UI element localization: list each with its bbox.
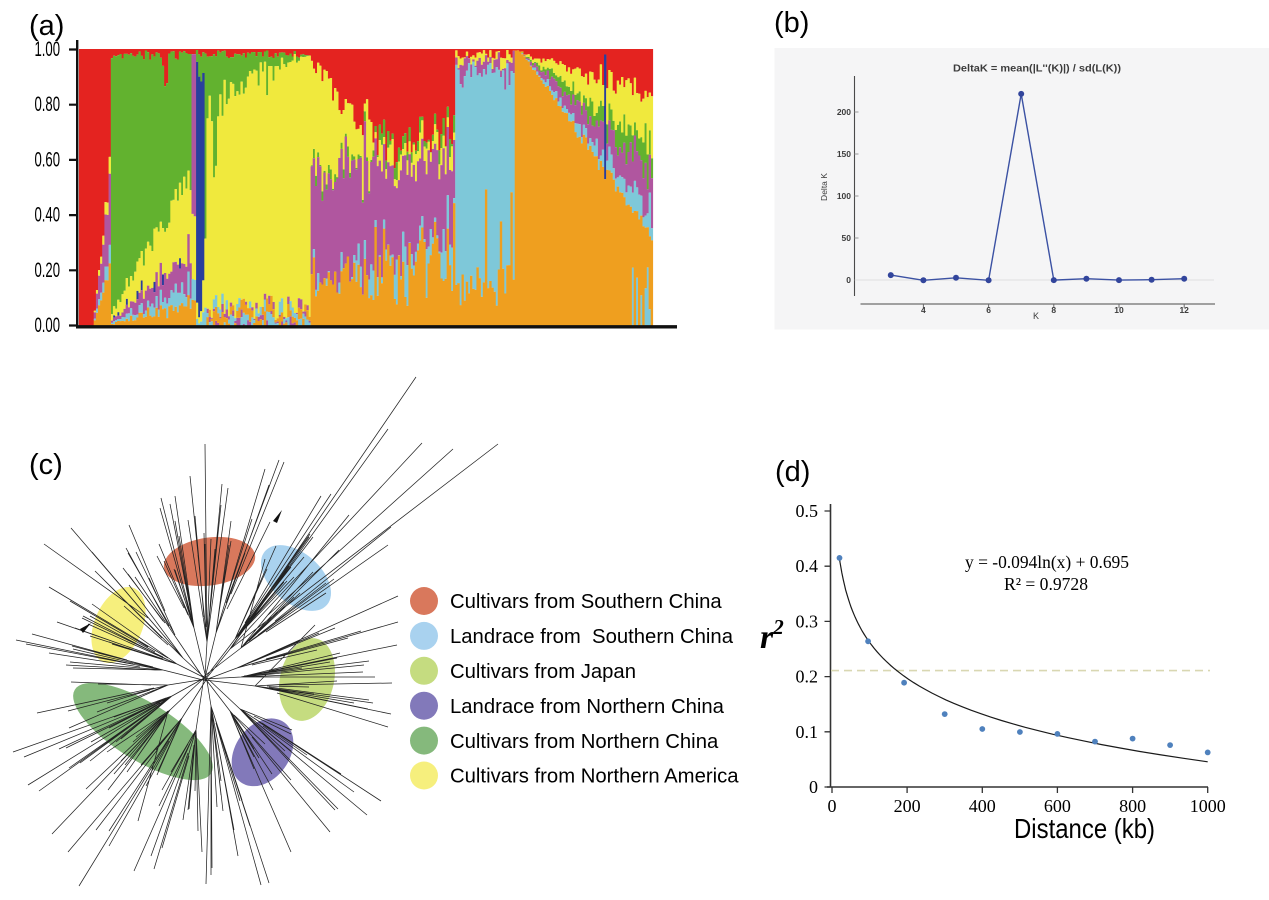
svg-text:12: 12 (1179, 305, 1189, 315)
svg-text:Delta K: Delta K (819, 173, 829, 201)
svg-text:Landrace from Northern China: Landrace from Northern China (450, 696, 725, 718)
svg-text:100: 100 (837, 191, 851, 201)
svg-text:0: 0 (828, 796, 837, 816)
svg-text:y = -0.094ln(x) + 0.695: y = -0.094ln(x) + 0.695 (965, 552, 1129, 573)
svg-text:Distance (kb): Distance (kb) (1014, 813, 1155, 844)
svg-text:200: 200 (894, 796, 921, 816)
svg-text:(c): (c) (29, 449, 63, 481)
svg-text:(b): (b) (774, 7, 809, 39)
svg-text:0: 0 (809, 777, 818, 797)
svg-text:1000: 1000 (1190, 796, 1226, 816)
svg-text:0.2: 0.2 (796, 667, 819, 687)
svg-text:4: 4 (921, 305, 926, 315)
svg-text:0.80: 0.80 (35, 93, 61, 116)
svg-text:400: 400 (969, 796, 996, 816)
svg-text:Landrace from Southern China: Landrace from Southern China (450, 626, 734, 648)
svg-text:Cultivars from Southern China: Cultivars from Southern China (450, 591, 722, 613)
svg-text:6: 6 (986, 305, 991, 315)
svg-text:0.40: 0.40 (35, 204, 61, 227)
svg-text:50: 50 (842, 233, 852, 243)
svg-text:DeltaK = mean(|L''(K)|) / sd(L: DeltaK = mean(|L''(K)|) / sd(L(K)) (953, 64, 1121, 75)
svg-text:0.3: 0.3 (796, 611, 819, 631)
svg-text:(d): (d) (775, 456, 810, 488)
svg-text:0.20: 0.20 (35, 259, 61, 282)
svg-text:200: 200 (837, 107, 851, 117)
svg-text:0.1: 0.1 (796, 722, 819, 742)
svg-text:Cultivars from Japan: Cultivars from Japan (450, 661, 636, 683)
svg-text:0.60: 0.60 (35, 148, 61, 171)
svg-text:K: K (1033, 311, 1039, 321)
svg-text:Cultivars from Northern China: Cultivars from Northern China (450, 731, 719, 753)
svg-text:150: 150 (837, 149, 851, 159)
svg-text:8: 8 (1051, 305, 1056, 315)
svg-text:10: 10 (1114, 305, 1124, 315)
svg-text:0.5: 0.5 (796, 501, 819, 521)
svg-text:R² = 0.9728: R² = 0.9728 (1004, 574, 1088, 594)
svg-text:0.00: 0.00 (35, 314, 61, 337)
svg-text:0.4: 0.4 (796, 556, 819, 576)
svg-text:r2: r2 (760, 615, 784, 656)
svg-text:1.00: 1.00 (35, 38, 61, 61)
svg-text:Cultivars from Northern Americ: Cultivars from Northern America (450, 766, 739, 788)
svg-text:0: 0 (846, 275, 851, 285)
